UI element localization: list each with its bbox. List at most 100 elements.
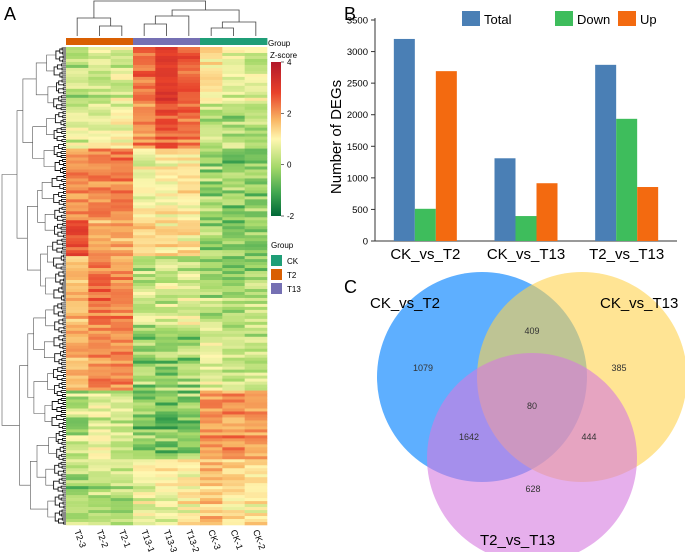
heatmap-cell bbox=[200, 73, 223, 78]
heatmap-cell bbox=[244, 184, 268, 188]
heatmap-cell bbox=[244, 52, 268, 57]
heatmap-cell bbox=[244, 456, 268, 460]
heatmap-cell bbox=[155, 283, 178, 287]
heatmap-cell bbox=[110, 268, 134, 272]
heatmap-cell bbox=[200, 139, 223, 143]
heatmap-cell bbox=[66, 327, 89, 332]
heatmap-cell bbox=[200, 516, 223, 520]
heatmap-cell bbox=[110, 369, 134, 373]
heatmap-cell bbox=[222, 85, 245, 90]
heatmap-cell bbox=[133, 217, 156, 221]
heatmap-cell bbox=[155, 217, 178, 221]
heatmap-cell bbox=[177, 73, 201, 78]
heatmap-cell bbox=[155, 384, 178, 388]
row-dendrogram-link bbox=[62, 290, 66, 294]
group-bar-cell bbox=[177, 38, 201, 45]
heatmap-cell bbox=[155, 516, 178, 520]
heatmap-cell bbox=[244, 136, 268, 140]
heatmap-cell bbox=[133, 375, 156, 379]
heatmap-cell bbox=[155, 64, 178, 69]
heatmap-cell bbox=[66, 357, 89, 361]
heatmap-cell bbox=[133, 232, 156, 236]
heatmap-cell bbox=[110, 190, 134, 194]
heatmap-cell bbox=[88, 244, 111, 248]
heatmap-cell bbox=[110, 241, 134, 245]
heatmap-cell bbox=[66, 241, 89, 245]
heatmap-cell bbox=[177, 100, 201, 105]
heatmap-cell bbox=[133, 235, 156, 239]
heatmap-cell bbox=[155, 429, 178, 433]
heatmap-cell bbox=[222, 79, 245, 84]
heatmap-cell bbox=[88, 97, 111, 102]
row-dendrogram-link bbox=[60, 266, 66, 270]
heatmap-cell bbox=[177, 130, 201, 134]
heatmap-cell bbox=[222, 363, 245, 367]
heatmap-cell bbox=[177, 250, 201, 254]
heatmap-cell bbox=[222, 495, 245, 499]
heatmap-cell bbox=[177, 181, 201, 185]
heatmap-cell bbox=[200, 166, 223, 170]
heatmap-cell bbox=[133, 193, 156, 197]
heatmap-cell bbox=[244, 306, 268, 311]
heatmap-cell bbox=[177, 360, 201, 364]
heatmap-cell bbox=[222, 151, 245, 155]
row-dendrogram-link bbox=[48, 437, 57, 454]
heatmap-cell bbox=[133, 450, 156, 454]
heatmap-cell bbox=[66, 396, 89, 400]
heatmap-cell bbox=[110, 187, 134, 191]
heatmap-cell bbox=[88, 223, 111, 227]
heatmap-cell bbox=[200, 187, 223, 191]
heatmap-cell bbox=[222, 220, 245, 224]
heatmap-cell bbox=[244, 157, 268, 161]
heatmap-cell bbox=[222, 76, 245, 81]
group-bar-cell bbox=[88, 38, 112, 45]
heatmap-cell bbox=[155, 70, 178, 75]
heatmap-cell bbox=[66, 106, 89, 111]
row-dendrogram-link bbox=[62, 182, 66, 186]
venn-count-ck-vs-t13-only: 385 bbox=[611, 363, 626, 373]
heatmap-cell bbox=[222, 309, 245, 314]
heatmap-cell bbox=[177, 363, 201, 367]
heatmap-cell bbox=[88, 468, 111, 472]
venn-count-ck-t2-ck-t13: 409 bbox=[524, 326, 539, 336]
heatmap-cell bbox=[133, 47, 156, 51]
heatmap-cell bbox=[222, 103, 245, 108]
heatmap-cell bbox=[66, 399, 89, 403]
heatmap-cell bbox=[222, 396, 245, 400]
heatmap-cell bbox=[66, 253, 89, 257]
heatmap-cell bbox=[88, 175, 111, 179]
heatmap-cell bbox=[88, 414, 111, 418]
heatmap-cell bbox=[222, 286, 245, 290]
row-dendrogram-link bbox=[61, 286, 66, 290]
heatmap-cell bbox=[222, 178, 245, 182]
heatmap-cell bbox=[110, 52, 134, 57]
bar-chart-bars bbox=[393, 38, 659, 242]
heatmap-cell bbox=[177, 429, 201, 433]
bar-chart-x-tick-label: T2_vs_T13 bbox=[589, 246, 664, 263]
heatmap-cell bbox=[133, 390, 156, 394]
heatmap-cell bbox=[133, 97, 156, 102]
heatmap-cell bbox=[222, 154, 245, 158]
heatmap-cell bbox=[133, 82, 156, 87]
heatmap-cell bbox=[177, 465, 201, 469]
heatmap-cell bbox=[244, 70, 268, 75]
bar-legend-swatch bbox=[462, 11, 480, 26]
heatmap-cell bbox=[200, 175, 223, 179]
heatmap-cell bbox=[133, 163, 156, 167]
heatmap-cell bbox=[177, 238, 201, 242]
heatmap-cell bbox=[110, 61, 134, 66]
heatmap-cell bbox=[222, 303, 245, 308]
heatmap-cell bbox=[133, 507, 156, 511]
zscore-ticks: 420-2 bbox=[281, 58, 295, 221]
heatmap-cell bbox=[66, 271, 89, 275]
heatmap-cell bbox=[155, 106, 178, 111]
heatmap-cell bbox=[244, 441, 268, 445]
heatmap-cell bbox=[177, 184, 201, 188]
heatmap-cell bbox=[66, 429, 89, 433]
heatmap-cell bbox=[155, 480, 178, 484]
heatmap-cell bbox=[177, 211, 201, 215]
heatmap-cell bbox=[155, 420, 178, 424]
heatmap-cell bbox=[244, 516, 268, 520]
heatmap-cell bbox=[222, 229, 245, 233]
heatmap-cell bbox=[200, 438, 223, 442]
